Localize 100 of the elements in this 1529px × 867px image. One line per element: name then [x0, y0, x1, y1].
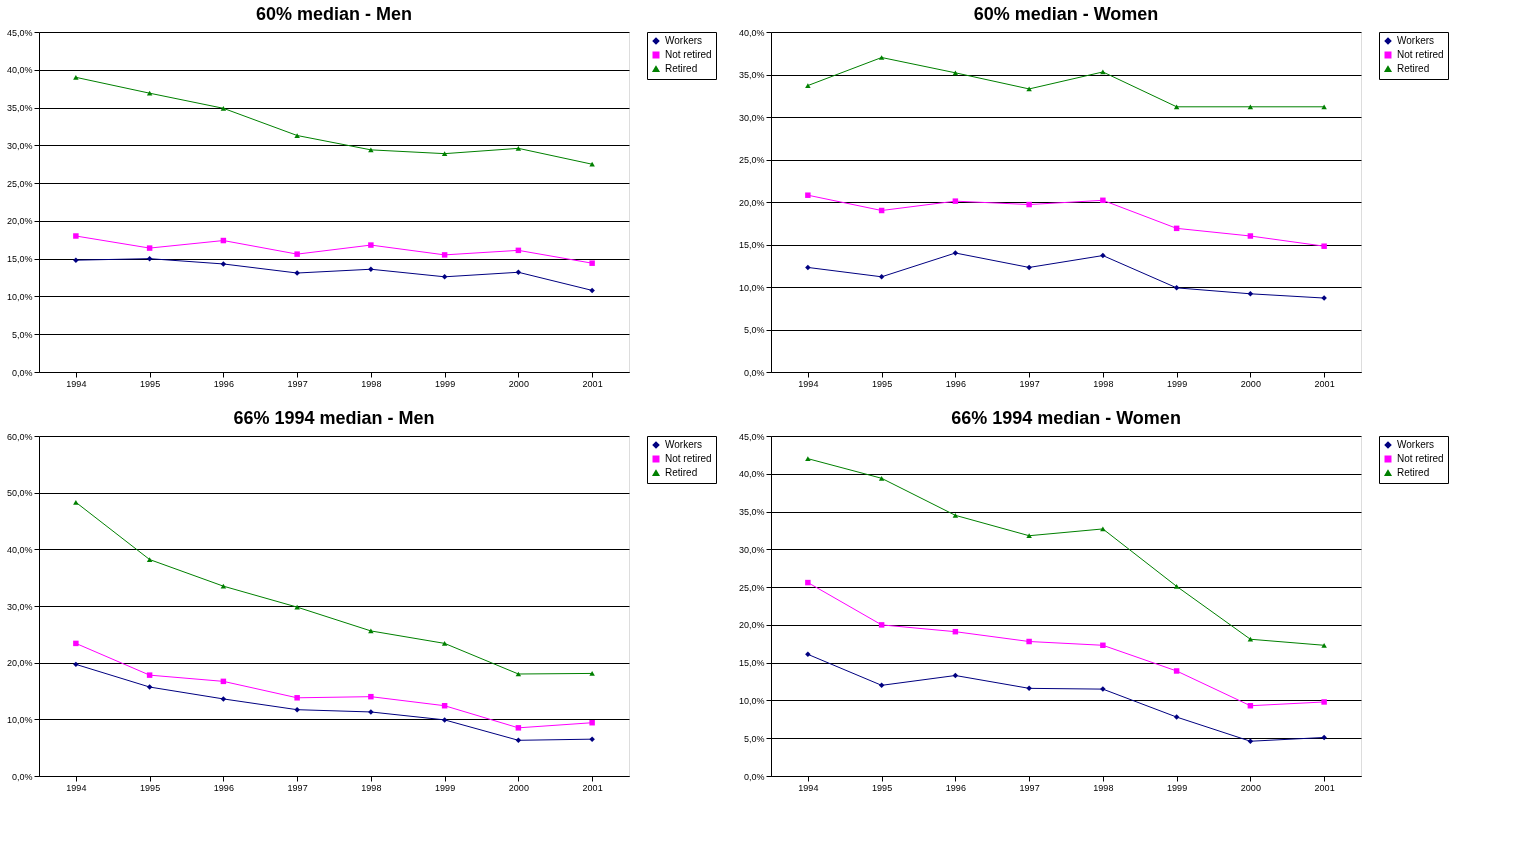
point	[1173, 583, 1180, 589]
point	[220, 261, 227, 267]
point	[1173, 668, 1180, 674]
x-tick-label: 1999	[1167, 782, 1188, 793]
point	[1026, 201, 1032, 208]
legend-label: Not retired	[1397, 453, 1444, 464]
x-tick-label: 2000	[508, 782, 529, 793]
x-tick-label: 1998	[361, 378, 382, 389]
point	[368, 693, 374, 700]
point	[294, 251, 300, 257]
point	[73, 640, 79, 647]
y-tick-label: 30,0%	[738, 112, 765, 123]
x-tick-label: 1997	[1019, 378, 1040, 389]
x-tick-label: 1997	[1019, 782, 1040, 793]
point	[294, 695, 300, 701]
point	[952, 512, 959, 518]
y-tick-label: 15,0%	[738, 658, 765, 669]
point	[515, 145, 522, 151]
point	[441, 151, 448, 157]
point	[220, 105, 227, 111]
y-tick-label: 25,0%	[738, 155, 765, 165]
point	[515, 737, 522, 744]
point	[1026, 264, 1032, 271]
y-tick-label: 5,0%	[743, 325, 765, 335]
y-tick-label: 15,0%	[6, 254, 33, 265]
point	[952, 198, 959, 204]
point	[515, 725, 522, 731]
x-tick-label: 1995	[140, 378, 161, 389]
y-tick-label: 30,0%	[6, 601, 33, 612]
x-tick-label: 1994	[798, 378, 819, 389]
y-tick-label: 0,0%	[11, 771, 33, 782]
x-tick-label: 2000	[508, 378, 529, 389]
point	[1321, 642, 1327, 648]
point	[952, 70, 959, 76]
point	[589, 287, 595, 294]
y-tick-label: 20,0%	[6, 216, 33, 227]
legend-label: Retired	[665, 63, 698, 74]
point	[878, 274, 885, 280]
point	[805, 192, 811, 198]
point	[515, 269, 522, 276]
point	[1026, 533, 1032, 539]
point	[73, 257, 79, 263]
point	[1173, 285, 1180, 291]
legend-label: Not retired	[665, 49, 712, 60]
x-tick-label: 2001	[1314, 782, 1335, 793]
x-tick-label: 1995	[140, 782, 161, 793]
point	[1321, 104, 1327, 110]
x-tick-label: 1997	[287, 782, 308, 793]
y-tick-label: 30,0%	[6, 140, 33, 151]
legend-label: Retired	[1397, 63, 1430, 74]
point	[146, 245, 153, 251]
x-tick-label: 1995	[872, 378, 893, 389]
x-tick-label: 1996	[213, 378, 234, 389]
point	[878, 622, 885, 628]
point	[805, 264, 811, 271]
point	[441, 641, 448, 646]
x-tick-label: 1994	[66, 378, 87, 389]
point	[146, 90, 153, 96]
y-tick-label: 35,0%	[738, 70, 765, 80]
y-tick-label: 40,0%	[738, 27, 765, 38]
point	[1247, 104, 1254, 110]
point	[1100, 252, 1106, 259]
legend-label: Workers	[665, 35, 703, 46]
point	[220, 696, 227, 702]
point	[146, 684, 153, 690]
point	[1173, 714, 1180, 720]
y-tick-label: 20,0%	[738, 197, 765, 208]
point	[73, 499, 79, 505]
point	[294, 706, 300, 713]
point	[1247, 636, 1254, 642]
y-tick-label: 5,0%	[743, 733, 765, 744]
y-tick-label: 45,0%	[6, 27, 33, 38]
point	[368, 242, 374, 248]
y-tick-label: 10,0%	[738, 282, 765, 293]
x-tick-label: 2000	[1240, 378, 1261, 389]
legend-label: Retired	[665, 467, 698, 478]
y-tick-label: 15,0%	[738, 240, 765, 250]
chart-title: 60% median - Men	[255, 4, 413, 24]
point	[878, 682, 885, 689]
point	[952, 250, 959, 256]
point	[441, 717, 448, 723]
y-tick-label: 0,0%	[11, 367, 33, 378]
point	[805, 651, 811, 658]
point	[805, 456, 811, 462]
point	[805, 83, 811, 88]
x-tick-label: 1998	[1093, 378, 1114, 389]
y-tick-label: 40,0%	[6, 544, 33, 555]
y-tick-label: 20,0%	[738, 620, 765, 631]
y-tick-label: 30,0%	[738, 544, 765, 555]
point	[220, 583, 227, 589]
point	[589, 719, 595, 726]
point	[441, 274, 448, 280]
y-tick-label: 0,0%	[743, 771, 765, 782]
point	[1321, 734, 1327, 741]
x-tick-label: 1996	[213, 782, 234, 793]
x-tick-label: 1997	[287, 378, 308, 389]
legend-label: Workers	[1397, 35, 1435, 46]
x-tick-label: 2000	[1240, 782, 1261, 793]
point	[1247, 291, 1254, 297]
point	[1026, 685, 1032, 692]
